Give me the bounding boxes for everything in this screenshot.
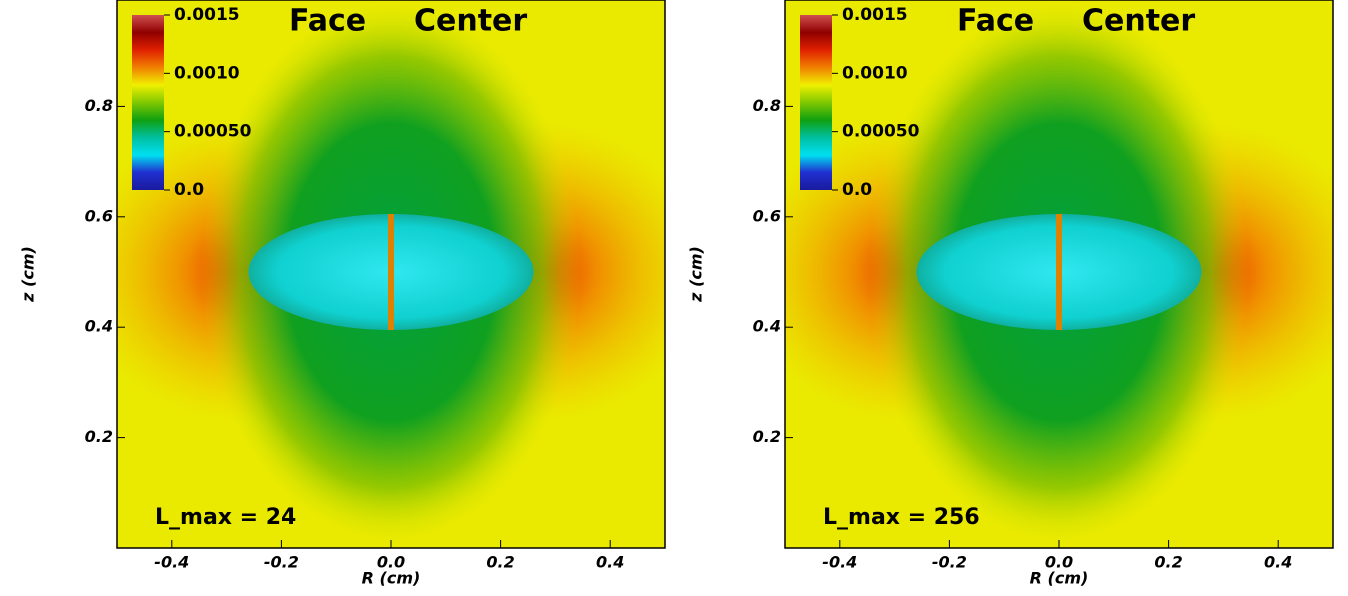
y-tick-label: 0.8 — [85, 96, 113, 115]
y-tick-label: 0.8 — [753, 96, 781, 115]
x-tick-label: 0.0 — [377, 553, 405, 572]
annotation: L_max = 24 — [155, 505, 296, 530]
field — [117, 0, 665, 548]
colorbar-label: 0.0010 — [842, 63, 908, 83]
y-tick-label: 0.6 — [753, 206, 781, 225]
x-tick-label: -0.2 — [264, 553, 299, 572]
x-tick-label: 0.4 — [596, 553, 624, 572]
colorbar-label: 0.0010 — [174, 63, 240, 83]
y-tick-label: 0.4 — [753, 317, 781, 336]
colorbar-label: 0.00050 — [842, 122, 920, 142]
panel-title: Center — [414, 4, 527, 39]
y-tick-label: 0.4 — [85, 317, 113, 336]
y-tick-label: 0.2 — [85, 427, 113, 446]
x-tick-label: 0.2 — [1154, 553, 1182, 572]
x-tick-label: -0.2 — [932, 553, 967, 572]
colorbar — [132, 15, 164, 190]
panel: -0.4 -0.2 0.0 0.2 0.4 0.2 0.4 0.6 0.8 R (cm) z (cm… — [687, 0, 1334, 588]
panel: -0.4 -0.2 0.0 0.2 0.4 0.2 0.4 0.6 0.8 R (cm) z (cm… — [19, 0, 666, 588]
panel-title: Face — [289, 4, 366, 39]
x-axis-label: R (cm) — [362, 569, 421, 588]
colorbar-label: 0.00050 — [174, 122, 252, 142]
x-tick-label: 0.4 — [1264, 553, 1292, 572]
y-tick-label: 0.2 — [753, 427, 781, 446]
colorbar-label: 0.0 — [174, 180, 204, 200]
colorbar-label: 0.0015 — [842, 5, 908, 25]
x-axis-label: R (cm) — [1030, 569, 1089, 588]
y-axis-label: z (cm) — [687, 246, 706, 303]
colorbar-label: 0.0 — [842, 180, 872, 200]
x-tick-label: 0.0 — [1045, 553, 1073, 572]
y-tick-label: 0.6 — [85, 206, 113, 225]
panel-title: Center — [1082, 4, 1195, 39]
x-tick-label: 0.2 — [486, 553, 514, 572]
colorbar-label: 0.0015 — [174, 5, 240, 25]
y-axis-label: z (cm) — [19, 246, 38, 303]
x-tick-label: -0.4 — [822, 553, 857, 572]
annotation: L_max = 256 — [823, 505, 980, 530]
x-tick-label: -0.4 — [154, 553, 189, 572]
panel-title: Face — [957, 4, 1034, 39]
field — [785, 0, 1333, 548]
colorbar — [800, 15, 832, 190]
